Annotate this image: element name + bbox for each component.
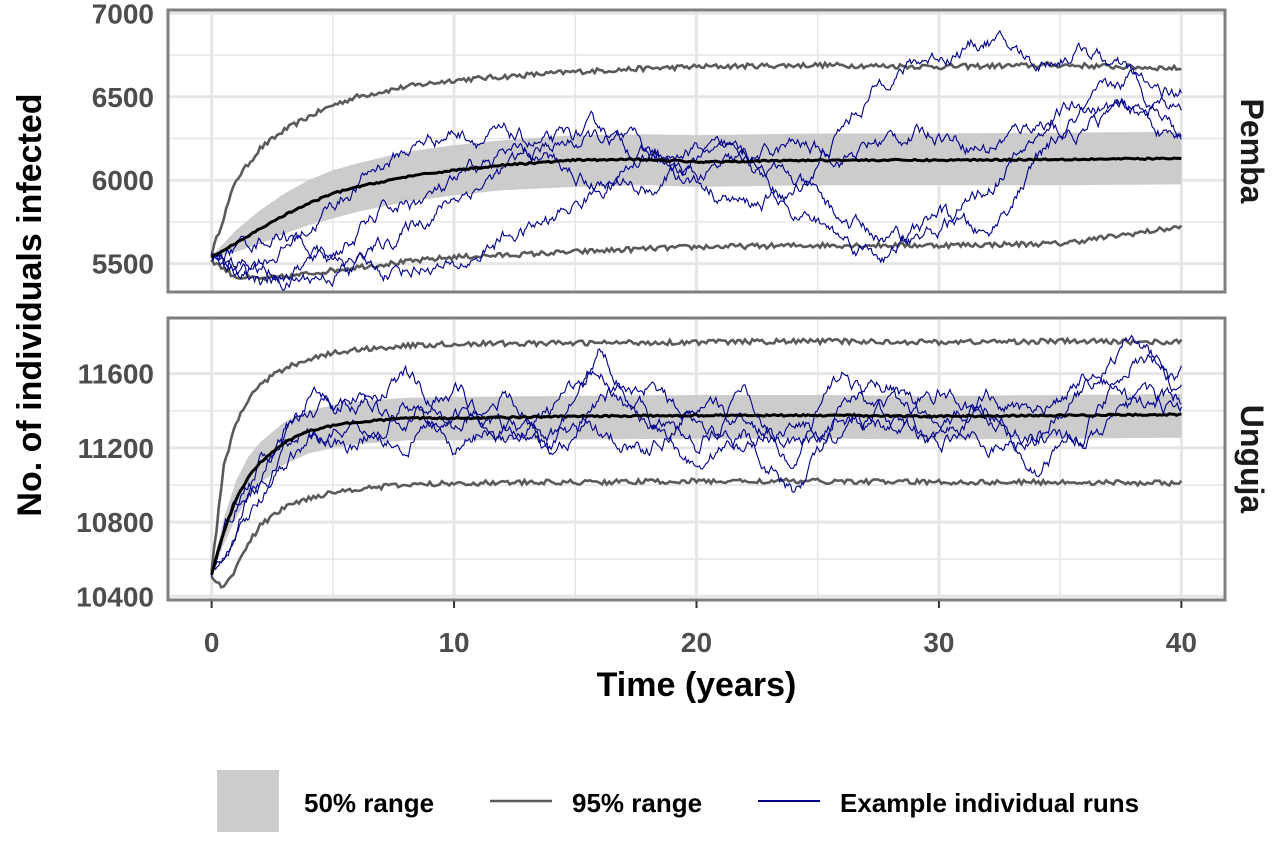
- legend: 50% range 95% range Example individual run…: [217, 770, 1139, 832]
- example-run-4: [211, 99, 1182, 284]
- y-tick-label: 7000: [92, 0, 154, 29]
- y-axis-title: No. of individuals infected: [11, 93, 49, 516]
- range-95pct-lower: [210, 476, 1183, 589]
- example-run-1: [211, 86, 1182, 271]
- example-run-2: [211, 353, 1182, 578]
- legend-label-runs: Example individual runs: [840, 788, 1139, 818]
- example-run-3: [211, 381, 1182, 574]
- x-tick-label: 10: [438, 627, 469, 658]
- x-tick-label: 30: [923, 627, 954, 658]
- example-run-1: [211, 334, 1182, 573]
- y-tick-label: 6500: [92, 82, 154, 113]
- legend-label-95pct: 95% range: [572, 788, 702, 818]
- y-tick-label: 11600: [78, 359, 154, 390]
- ribbon-50pct: [211, 394, 1182, 575]
- panel-border: [166, 8, 1227, 294]
- example-run-3: [211, 67, 1182, 283]
- x-axis-title: Time (years): [597, 666, 797, 704]
- y-tick-label: 5500: [92, 249, 154, 280]
- median-line: [210, 412, 1182, 576]
- x-tick-label: 0: [204, 627, 220, 658]
- y-tick-label: 10400: [76, 581, 154, 612]
- median-line: [210, 156, 1182, 259]
- example-run-2: [211, 29, 1182, 292]
- legend-label-50pct: 50% range: [304, 788, 434, 818]
- panel-unguja: 10400 10800 11200 11600: [76, 316, 1227, 612]
- panel-plot-area: [210, 29, 1183, 292]
- strip-label-pemba: Pemba: [1234, 99, 1270, 204]
- range-95pct-upper: [210, 336, 1183, 572]
- x-tick-label: 20: [681, 627, 712, 658]
- panel-plot-area: [210, 334, 1183, 589]
- range-95pct-upper: [210, 60, 1182, 256]
- strip-label-unguja: Unguja: [1234, 405, 1270, 514]
- x-tick-label: 40: [1166, 627, 1197, 658]
- panel-border: [166, 316, 1227, 602]
- panel-pemba: 5500 6000 6500 7000: [92, 0, 1227, 294]
- y-tick-label: 10800: [76, 507, 154, 538]
- y-tick-label: 6000: [92, 165, 154, 196]
- ribbon-50pct: [211, 131, 1182, 258]
- y-tick-label: 11200: [78, 433, 154, 464]
- legend-swatch-50pct: [217, 770, 279, 832]
- example-run-4: [211, 373, 1182, 577]
